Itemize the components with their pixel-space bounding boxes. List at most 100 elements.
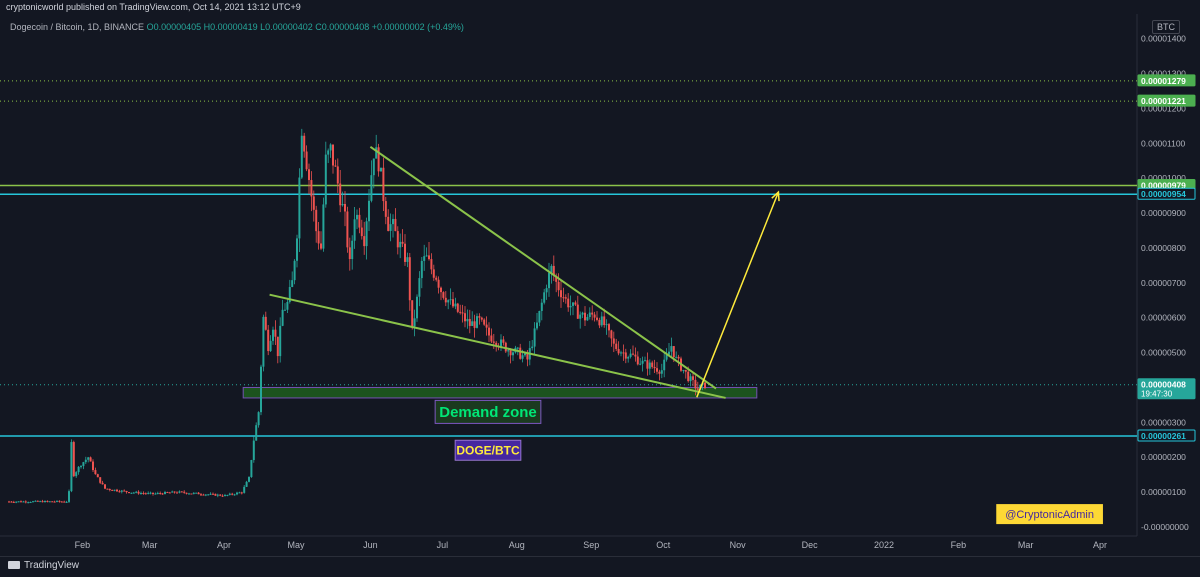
candle-body xyxy=(552,265,555,276)
candle-body xyxy=(684,369,687,372)
y-tick-label: -0.00000000 xyxy=(1141,522,1189,532)
candle-body xyxy=(555,275,558,282)
candle-body xyxy=(104,484,106,489)
y-tick-label: 0.00000700 xyxy=(1141,278,1186,288)
candle-body xyxy=(34,500,37,502)
candle-body xyxy=(89,457,92,462)
candle-body xyxy=(334,165,337,167)
candle-body xyxy=(632,353,634,355)
candle-body xyxy=(159,493,162,495)
candle-body xyxy=(135,491,138,493)
x-tick-label: 2022 xyxy=(874,540,894,550)
candle-body xyxy=(384,201,387,217)
breakout-arrow-head xyxy=(771,190,780,202)
candle-body xyxy=(171,491,174,493)
price-chart[interactable]: 0.00001400 0.00001300 0.00001200 0.00001100… xyxy=(0,0,1200,556)
candle-body xyxy=(432,269,435,278)
candle-body xyxy=(245,481,248,487)
candle-body xyxy=(495,342,498,346)
candle-body xyxy=(192,492,195,494)
candle-body xyxy=(296,238,298,261)
candle-body xyxy=(512,352,514,356)
candle-body xyxy=(560,290,562,298)
candle-body xyxy=(394,218,397,232)
tradingview-logo[interactable]: TradingView xyxy=(8,560,79,571)
candle-body xyxy=(48,501,51,503)
candle-body xyxy=(10,501,13,503)
candle-body xyxy=(452,299,454,307)
candle-body xyxy=(209,493,212,495)
y-tick-label: 0.00001000 xyxy=(1141,173,1186,183)
candle-body xyxy=(502,339,505,343)
candle-body xyxy=(20,501,22,503)
candle-body xyxy=(214,493,217,496)
candle-body xyxy=(27,502,30,504)
candle-body xyxy=(12,501,15,503)
candle-body xyxy=(658,371,661,374)
candle-body xyxy=(620,352,622,354)
candle-body xyxy=(687,371,690,382)
candle-body xyxy=(588,312,591,318)
candle-body xyxy=(360,227,363,237)
candle-body xyxy=(72,442,75,477)
candle-body xyxy=(231,493,234,495)
candle-body xyxy=(480,317,483,320)
symbol-title: Dogecoin / Bitcoin, 1D, BINANCE xyxy=(10,22,145,32)
candle-body xyxy=(329,144,332,151)
candle-body xyxy=(60,501,63,503)
candle-body xyxy=(413,318,416,327)
candle-body xyxy=(396,231,399,248)
candle-body xyxy=(644,360,646,362)
candle-body xyxy=(646,360,649,369)
candle-body xyxy=(168,492,171,494)
candle-body xyxy=(180,491,183,493)
candle-body xyxy=(317,231,320,244)
candle-body xyxy=(440,287,442,293)
wedge-upper-trendline xyxy=(369,145,717,390)
candle-body xyxy=(504,342,507,352)
candle-body xyxy=(507,350,510,352)
candle-body xyxy=(17,501,20,503)
candle-body xyxy=(562,297,565,299)
x-tick-label: Apr xyxy=(217,540,231,550)
candle-body xyxy=(82,462,85,467)
candle-body xyxy=(387,216,390,231)
price-label-box xyxy=(1137,74,1196,87)
candle-body xyxy=(401,241,404,244)
candle-body xyxy=(96,474,99,478)
candle-body xyxy=(185,492,188,494)
candle-body xyxy=(252,440,255,461)
candle-body xyxy=(166,491,169,493)
candle-body xyxy=(219,494,222,496)
candle-body xyxy=(605,324,608,326)
demand-zone-label: Demand zone xyxy=(439,404,537,421)
candle-body xyxy=(221,495,224,497)
candle-body xyxy=(358,214,361,228)
candle-body xyxy=(29,502,32,504)
candle-body xyxy=(428,255,430,260)
candle-body xyxy=(128,492,130,494)
candle-body xyxy=(236,492,238,495)
candle-body xyxy=(238,492,241,494)
candle-body xyxy=(44,500,46,503)
candle-body xyxy=(564,297,567,299)
candle-body xyxy=(600,316,603,326)
candle-body xyxy=(70,442,73,492)
currency-badge[interactable]: BTC xyxy=(1152,20,1180,34)
candle-body xyxy=(226,494,229,496)
candle-body xyxy=(399,241,402,248)
candle-body xyxy=(526,353,529,360)
candle-body xyxy=(692,376,694,380)
candle-body xyxy=(689,376,692,382)
candle-body xyxy=(173,491,176,493)
candle-body xyxy=(156,493,159,495)
candle-body xyxy=(132,492,135,494)
candle-body xyxy=(140,492,142,494)
candle-body xyxy=(312,196,315,210)
candle-body xyxy=(404,243,406,262)
candle-body xyxy=(437,279,440,288)
candle-body xyxy=(543,292,546,303)
candle-body xyxy=(548,272,550,289)
candle-body xyxy=(423,256,426,261)
candle-body xyxy=(272,329,274,341)
